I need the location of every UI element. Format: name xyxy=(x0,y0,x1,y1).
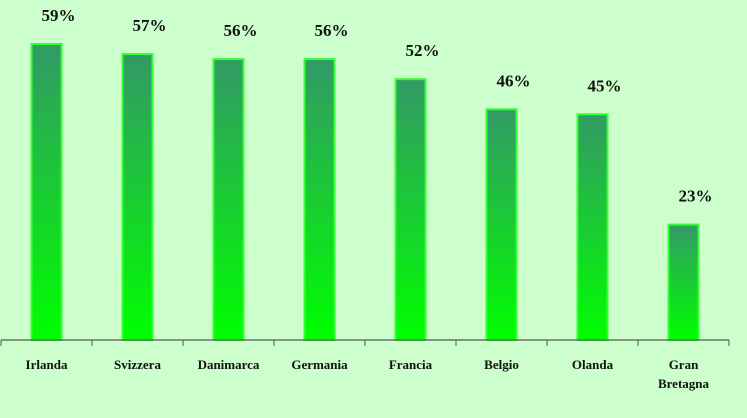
bar-belgio xyxy=(485,108,518,341)
bar-francia xyxy=(394,78,427,341)
bar-gran-bretagna xyxy=(667,223,700,342)
bars-layer xyxy=(30,43,700,342)
category-label-irlanda: Irlanda xyxy=(26,357,68,372)
x-axis xyxy=(0,339,730,346)
category-label-olanda: Olanda xyxy=(572,357,614,372)
bar-svizzera xyxy=(121,53,154,341)
category-label-belgio: Belgio xyxy=(484,357,519,372)
bar-olanda xyxy=(576,113,609,341)
value-label-belgio: 46% xyxy=(497,71,531,90)
value-label-olanda: 45% xyxy=(588,76,622,95)
value-label-germania: 56% xyxy=(315,21,349,40)
bar-irlanda xyxy=(30,43,63,341)
value-label-francia: 52% xyxy=(406,41,440,60)
value-label-gran-bretagna: 23% xyxy=(679,187,713,206)
labels-layer: 59% Irlanda 57% Svizzera 56% Danimarca 56% Germ… xyxy=(26,6,713,391)
category-label-danimarca: Danimarca xyxy=(198,357,260,372)
category-label-svizzera: Svizzera xyxy=(114,357,161,372)
category-label-germania: Germania xyxy=(291,357,348,372)
category-label-gran-bretagna: Gran Bretagna xyxy=(658,357,710,391)
value-label-irlanda: 59% xyxy=(42,6,76,25)
value-label-danimarca: 56% xyxy=(224,21,258,40)
bar-germania xyxy=(303,58,336,341)
category-label-francia: Francia xyxy=(389,357,433,372)
value-label-svizzera: 57% xyxy=(133,16,167,35)
bar-danimarca xyxy=(212,58,245,341)
